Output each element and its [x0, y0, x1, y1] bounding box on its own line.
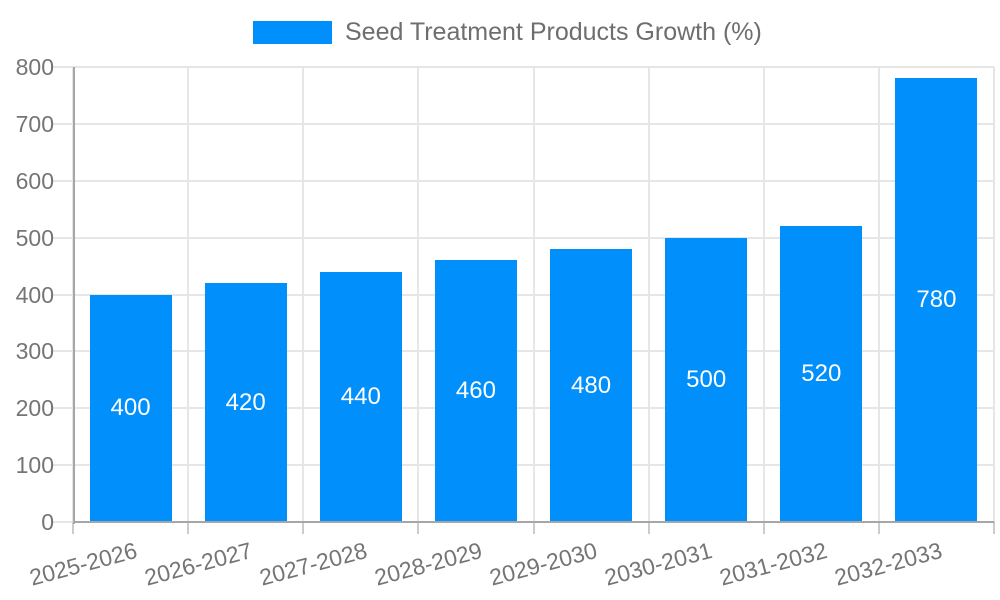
x-gridline [762, 67, 765, 522]
y-tick [53, 293, 73, 296]
y-tick [53, 236, 73, 239]
legend-swatch [253, 21, 332, 44]
y-tick [53, 521, 73, 523]
bar-2030-2031[interactable]: 500 [665, 237, 748, 522]
x-gridline [417, 67, 420, 522]
x-axis-line [73, 521, 994, 523]
x-tick [302, 522, 305, 534]
bar-2028-2029[interactable]: 460 [434, 260, 517, 522]
bar-value-label: 500 [686, 365, 727, 393]
x-gridline [993, 67, 995, 522]
x-tick [993, 522, 995, 534]
bar-2027-2028[interactable]: 440 [319, 271, 402, 522]
x-tick [417, 522, 420, 534]
x-gridline [532, 67, 535, 522]
bar-value-label: 400 [110, 394, 151, 422]
y-axis-label: 600 [15, 167, 54, 194]
x-tick [72, 522, 74, 534]
y-tick [53, 179, 73, 182]
y-tick [53, 407, 73, 410]
y-axis-label: 300 [15, 338, 54, 365]
x-gridline [187, 67, 190, 522]
bar-value-label: 420 [225, 388, 266, 416]
legend-item[interactable]: Seed Treatment Products Growth (%) [253, 18, 762, 46]
bar-2032-2033[interactable]: 780 [895, 78, 978, 522]
bar-2026-2027[interactable]: 420 [204, 283, 287, 522]
x-gridline [302, 67, 305, 522]
x-tick [647, 522, 650, 534]
y-axis-label: 500 [15, 224, 54, 251]
x-tick [532, 522, 535, 534]
y-axis-label: 800 [15, 54, 54, 80]
bar-value-label: 480 [571, 371, 612, 399]
x-tick [187, 522, 190, 534]
legend-label: Seed Treatment Products Growth (%) [345, 18, 762, 46]
x-gridline [877, 67, 880, 522]
bar-value-label: 780 [916, 286, 957, 314]
x-gridline [647, 67, 650, 522]
x-tick [877, 522, 880, 534]
bar-value-label: 520 [801, 360, 842, 388]
y-tick [53, 464, 73, 467]
y-axis-label: 700 [15, 110, 54, 137]
y-axis-label: 400 [15, 281, 54, 308]
bar-value-label: 440 [340, 382, 381, 410]
bar-2029-2030[interactable]: 480 [550, 249, 633, 522]
y-axis-line [73, 67, 75, 524]
bar-2031-2032[interactable]: 520 [780, 226, 863, 522]
y-axis-label: 200 [15, 395, 54, 422]
x-tick [762, 522, 765, 534]
y-axis-label: 0 [41, 509, 54, 535]
y-axis-label: 100 [15, 452, 54, 479]
bar-2025-2026[interactable]: 400 [89, 294, 172, 522]
y-tick [53, 350, 73, 353]
y-tick [53, 122, 73, 125]
plot-area: 400 420 440 460 480 500 520 780 [53, 66, 995, 534]
bar-value-label: 460 [455, 377, 496, 405]
y-tick [53, 66, 73, 68]
